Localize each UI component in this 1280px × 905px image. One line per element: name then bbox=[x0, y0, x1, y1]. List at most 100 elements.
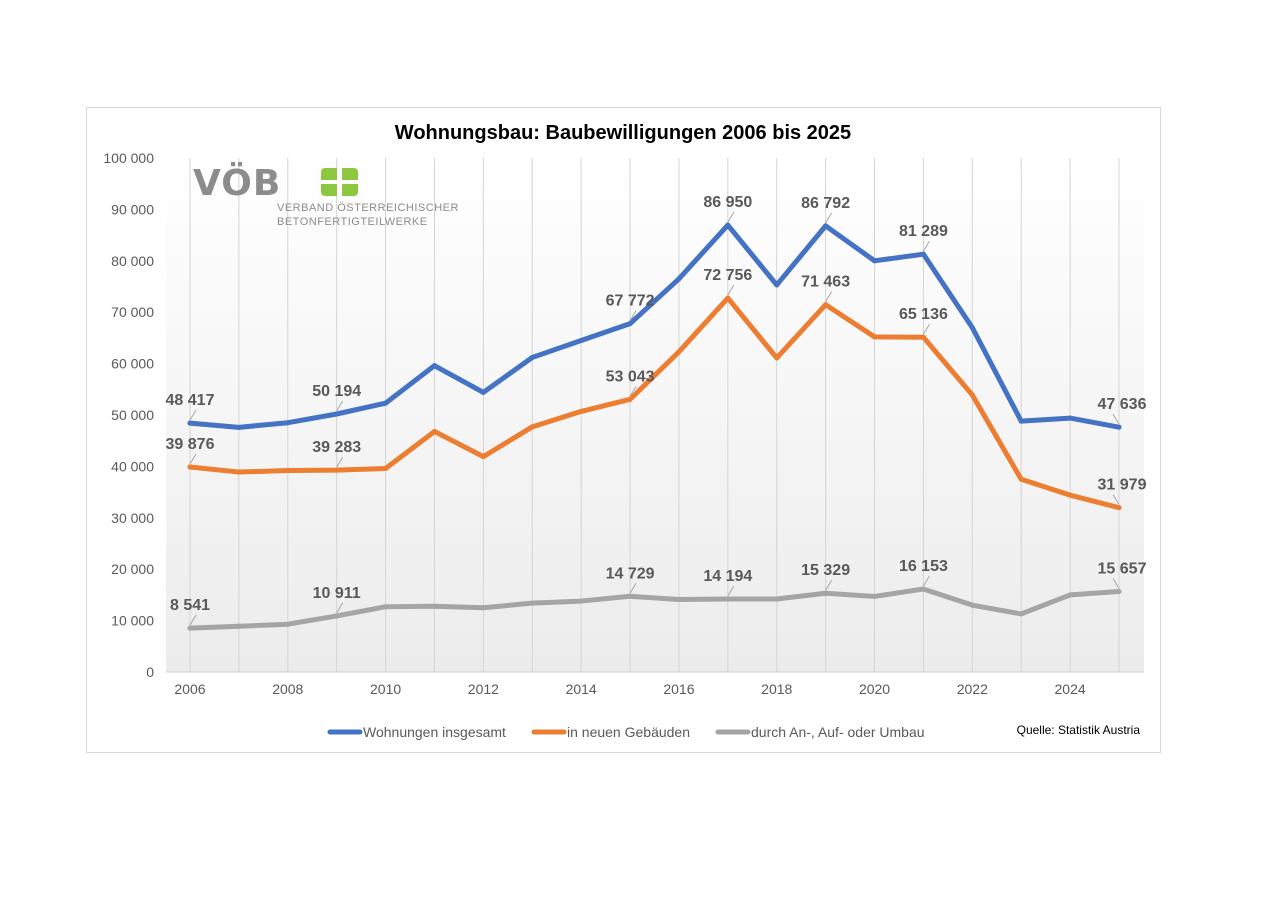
y-tick-label: 80 000 bbox=[111, 253, 154, 269]
data-label: 47 636 bbox=[1098, 396, 1147, 413]
data-point bbox=[383, 465, 389, 471]
x-tick-label: 2008 bbox=[272, 681, 303, 697]
data-point bbox=[578, 598, 584, 604]
data-point bbox=[529, 600, 535, 606]
data-point bbox=[383, 604, 389, 610]
data-point bbox=[187, 420, 193, 426]
data-label: 81 289 bbox=[899, 223, 948, 240]
data-point bbox=[1018, 611, 1024, 617]
data-point bbox=[969, 392, 975, 398]
data-point bbox=[725, 222, 731, 228]
voeb-logo: VÖB VERBAND ÖSTERREICHISCHER BETONFERTIG… bbox=[193, 162, 459, 228]
data-label-leader bbox=[825, 291, 833, 302]
x-tick-label: 2018 bbox=[761, 681, 792, 697]
data-point bbox=[1067, 592, 1073, 598]
gridlines bbox=[189, 158, 1120, 672]
data-point bbox=[969, 602, 975, 608]
data-label: 67 772 bbox=[606, 293, 655, 310]
source-note: Quelle: Statistik Austria bbox=[1017, 723, 1141, 737]
y-tick-label: 20 000 bbox=[111, 561, 154, 577]
data-point bbox=[383, 400, 389, 406]
data-point bbox=[285, 420, 291, 426]
data-label: 48 417 bbox=[166, 392, 215, 409]
data-point bbox=[1116, 589, 1122, 595]
data-label-leader bbox=[629, 583, 637, 594]
data-label-leader bbox=[825, 579, 833, 591]
data-label: 50 194 bbox=[312, 383, 361, 400]
data-label: 71 463 bbox=[801, 274, 850, 291]
data-point bbox=[431, 603, 437, 609]
y-tick-label: 70 000 bbox=[111, 304, 154, 320]
data-point bbox=[578, 337, 584, 343]
data-label-leader bbox=[336, 400, 344, 412]
data-label-leader bbox=[727, 585, 735, 597]
data-point bbox=[236, 424, 242, 430]
data-point bbox=[187, 625, 193, 631]
data-point bbox=[676, 597, 682, 603]
x-tick-label: 2012 bbox=[468, 681, 499, 697]
series-line-0 bbox=[187, 222, 1122, 430]
data-point bbox=[236, 623, 242, 629]
data-label: 14 194 bbox=[703, 568, 752, 585]
data-point bbox=[1018, 418, 1024, 424]
series-line-1 bbox=[187, 295, 1122, 511]
data-label: 8 541 bbox=[170, 597, 210, 614]
data-label: 16 153 bbox=[899, 558, 948, 575]
data-point bbox=[1116, 424, 1122, 430]
data-label-leader bbox=[189, 453, 197, 465]
data-point bbox=[285, 621, 291, 627]
data-label: 86 950 bbox=[703, 194, 752, 211]
data-point bbox=[627, 321, 633, 327]
data-point bbox=[285, 468, 291, 474]
data-point bbox=[187, 464, 193, 470]
data-label-leader bbox=[727, 284, 735, 296]
y-tick-label: 60 000 bbox=[111, 356, 154, 372]
data-point bbox=[1067, 492, 1073, 498]
data-label-leader bbox=[922, 575, 930, 587]
data-label-leader bbox=[727, 211, 735, 223]
data-label: 65 136 bbox=[899, 306, 948, 323]
data-label-leader bbox=[629, 310, 637, 321]
data-label-leader bbox=[1112, 494, 1120, 505]
data-point bbox=[1018, 476, 1024, 482]
data-point bbox=[774, 282, 780, 288]
data-point bbox=[578, 408, 584, 414]
data-label-leader bbox=[336, 602, 344, 614]
data-label: 39 283 bbox=[312, 439, 361, 456]
data-point bbox=[236, 469, 242, 475]
x-axis: 2006 2008 2010 2012 2014 2016 2018 2020 2022 2024 bbox=[174, 681, 1085, 697]
y-tick-label: 10 000 bbox=[111, 613, 154, 629]
data-point bbox=[823, 590, 829, 596]
data-point bbox=[920, 251, 926, 257]
data-point bbox=[725, 295, 731, 301]
data-point bbox=[774, 596, 780, 602]
y-tick-label: 100 000 bbox=[103, 150, 154, 166]
legend-label-total: Wohnungen insgesamt bbox=[363, 724, 506, 740]
data-label: 10 911 bbox=[313, 585, 361, 602]
data-point bbox=[334, 467, 340, 473]
data-point bbox=[872, 593, 878, 599]
y-axis: 0 10 000 20 000 30 000 40 000 50 000 60 000 70 … bbox=[103, 150, 154, 680]
data-point bbox=[480, 605, 486, 611]
data-label-leader bbox=[336, 456, 344, 468]
data-point bbox=[725, 596, 731, 602]
data-point bbox=[480, 389, 486, 395]
data-point bbox=[920, 334, 926, 340]
data-point bbox=[480, 454, 486, 460]
logo-subtitle-line1: VERBAND ÖSTERREICHISCHER bbox=[277, 202, 459, 214]
data-label: 39 876 bbox=[166, 436, 215, 453]
data-point bbox=[627, 396, 633, 402]
x-tick-label: 2010 bbox=[370, 681, 401, 697]
data-label: 53 043 bbox=[606, 368, 655, 385]
x-tick-label: 2024 bbox=[1055, 681, 1086, 697]
x-tick-label: 2014 bbox=[566, 681, 597, 697]
legend-label-new: in neuen Gebäuden bbox=[567, 724, 690, 740]
data-label: 31 979 bbox=[1098, 477, 1147, 494]
y-tick-label: 30 000 bbox=[111, 510, 154, 526]
data-label-leader bbox=[1112, 413, 1120, 425]
data-point bbox=[774, 355, 780, 361]
data-point bbox=[334, 411, 340, 417]
chart-title: Wohnungsbau: Baubewilligungen 2006 bis 2… bbox=[395, 122, 851, 144]
data-label: 86 792 bbox=[801, 195, 850, 212]
y-tick-label: 90 000 bbox=[111, 201, 154, 217]
